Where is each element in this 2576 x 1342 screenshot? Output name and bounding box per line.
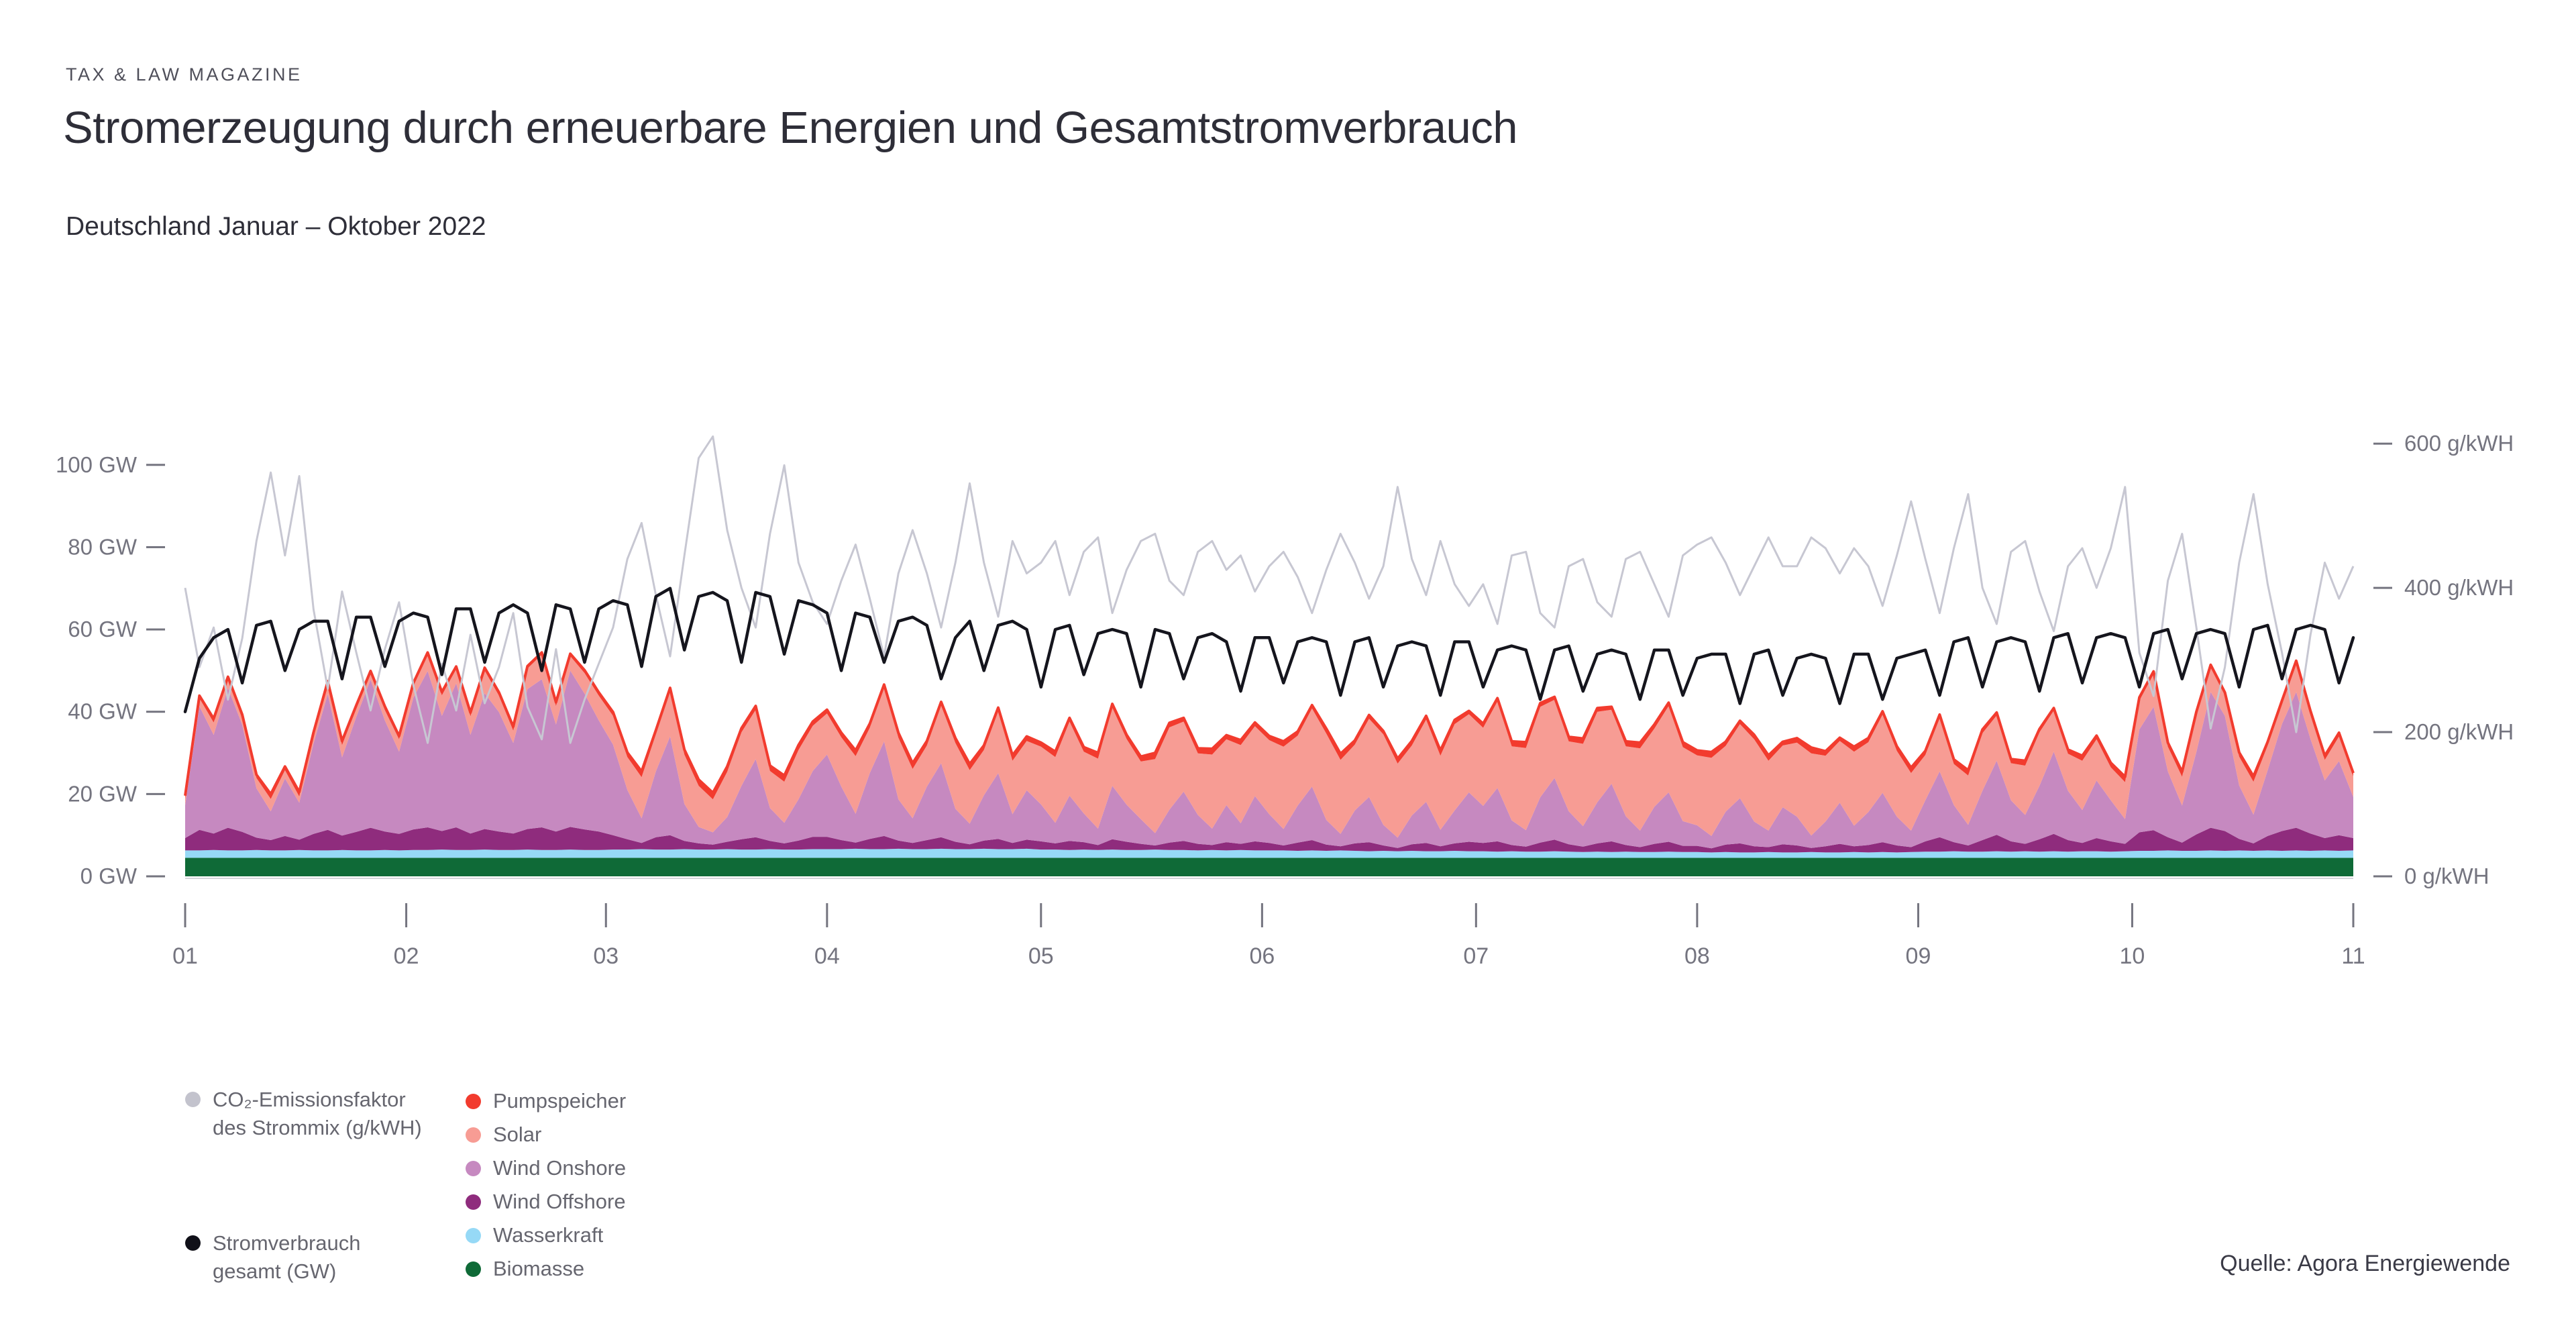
x-label-05: 05 (1028, 943, 1054, 969)
y-left-tick (146, 711, 165, 713)
y-left-label: 60 GW (68, 617, 138, 641)
co2-line-swatch (185, 1092, 201, 1107)
legend-item-wasserkraft: Wasserkraft (466, 1219, 814, 1252)
y-right-label: 600 g/kWH (2404, 431, 2514, 456)
verbrauch-line (183, 586, 2355, 713)
area-solar (185, 654, 2353, 838)
legend-label-solar: Solar (493, 1123, 542, 1146)
wasserkraft-swatch (466, 1227, 481, 1243)
x-label-08: 08 (1684, 943, 1710, 969)
y-left-tick (146, 628, 165, 631)
co2-line (184, 435, 2355, 744)
legend-item-pumpspeicher: Pumpspeicher (466, 1084, 814, 1118)
legend-label-pumpspeicher: Pumpspeicher (493, 1089, 627, 1113)
x-label-04: 04 (814, 943, 840, 969)
wind-onshore-swatch (466, 1160, 481, 1176)
solar-swatch (466, 1127, 481, 1143)
y-left-tick (146, 875, 165, 878)
y-right-label: 200 g/kWH (2404, 719, 2514, 744)
y-left-label: 0 GW (80, 864, 138, 888)
area-wasserkraft (185, 848, 2353, 858)
area-wind_offshore (185, 827, 2353, 853)
legend-verbrauch: Stromverbrauch gesamt (GW) (185, 1229, 407, 1286)
y-right-tick (2373, 442, 2392, 445)
x-label-09: 09 (1906, 943, 1931, 969)
legend-label-verbrauch: Stromverbrauch gesamt (GW) (213, 1231, 361, 1283)
area-wind_onshore (185, 670, 2353, 849)
pumpspeicher-ridge (184, 651, 2355, 796)
x-label-03: 03 (593, 943, 619, 969)
page-title: Stromerzeugung durch erneuerbare Energie… (63, 103, 1518, 153)
legend-item-biomasse: Biomasse (466, 1252, 814, 1286)
y-left-label: 40 GW (68, 699, 138, 724)
y-left-tick (146, 792, 165, 795)
legend-label-co2: CO₂-Emissionsfaktor des Strommix (g/kWH) (213, 1088, 422, 1139)
x-label-11: 11 (2341, 943, 2365, 969)
y-left-label: 100 GW (56, 452, 138, 477)
verbrauch-line-swatch (185, 1235, 201, 1251)
legend-item-solar: Solar (466, 1118, 814, 1151)
legend-item-co2: CO₂-Emissionsfaktor des Strommix (g/kWH) (185, 1086, 427, 1142)
source-note: Quelle: Agora Energiewende (2220, 1251, 2510, 1276)
area-biomasse (185, 858, 2353, 876)
page-subtitle: Deutschland Januar – Oktober 2022 (66, 212, 486, 241)
legend-series: Pumpspeicher Solar Wind Onshore Wind Off… (466, 1084, 814, 1286)
biomasse-swatch (466, 1261, 481, 1277)
y-right-tick (2373, 875, 2392, 878)
magazine-eyebrow: TAX & LAW MAGAZINE (66, 64, 303, 85)
y-left-label: 80 GW (68, 534, 138, 559)
y-left-label: 20 GW (68, 781, 138, 806)
y-right-label: 400 g/kWH (2404, 575, 2514, 600)
y-right-tick (2373, 731, 2392, 733)
legend-item-wind-onshore: Wind Onshore (466, 1151, 814, 1185)
legend-label-biomasse: Biomasse (493, 1257, 585, 1280)
legend-label-wasserkraft: Wasserkraft (493, 1223, 604, 1247)
legend-item-verbrauch: Stromverbrauch gesamt (GW) (185, 1229, 407, 1286)
legend-label-wind-offshore: Wind Offshore (493, 1190, 626, 1213)
x-label-06: 06 (1249, 943, 1275, 969)
y-left-tick (146, 464, 165, 466)
wind-offshore-swatch (466, 1194, 481, 1210)
pumpspeicher-swatch (466, 1093, 481, 1109)
x-label-01: 01 (172, 943, 198, 969)
legend-co2: CO₂-Emissionsfaktor des Strommix (g/kWH) (185, 1086, 427, 1142)
y-right-tick (2373, 586, 2392, 589)
y-left-tick (146, 546, 165, 548)
y-right-label: 0 g/kWH (2404, 864, 2489, 888)
x-label-10: 10 (2120, 943, 2145, 969)
legend-label-wind-onshore: Wind Onshore (493, 1156, 627, 1180)
x-label-07: 07 (1463, 943, 1489, 969)
legend-item-wind-offshore: Wind Offshore (466, 1185, 814, 1219)
x-label-02: 02 (394, 943, 419, 969)
